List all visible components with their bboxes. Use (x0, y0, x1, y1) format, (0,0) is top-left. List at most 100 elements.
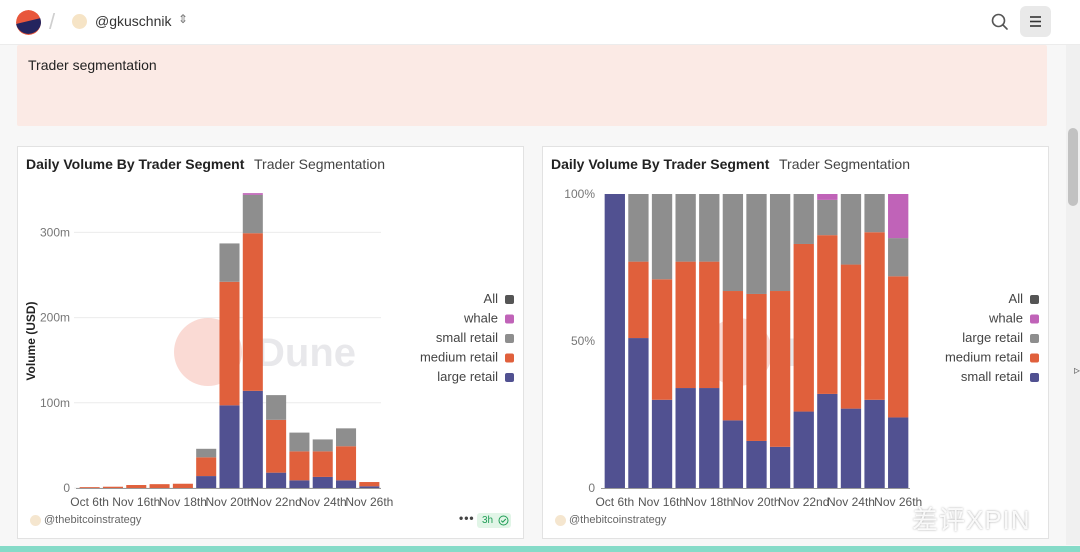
y-tick-label: 100m (40, 396, 70, 410)
x-tick-label: Nov 24th (827, 495, 875, 509)
bar-segment (359, 486, 380, 488)
x-tick-label: Nov 20th (732, 495, 780, 509)
chart-title: Daily Volume By Trader Segment (551, 156, 770, 172)
bar-segment (312, 451, 333, 477)
bar-segment (219, 405, 240, 488)
check-circle-icon (498, 515, 509, 526)
bar-segment (840, 408, 862, 488)
dune-watermark-logo: Dune (174, 318, 356, 386)
username-switcher-label[interactable]: @gkuschnik (95, 13, 172, 29)
bar-segment (102, 486, 123, 488)
bar-segment (266, 419, 287, 473)
bar-segment (289, 451, 310, 481)
legend-label: whale (463, 311, 498, 326)
legend-label: small retail (436, 330, 498, 345)
bar-segment (266, 395, 287, 420)
bar-segment (628, 261, 649, 339)
author-handle[interactable]: @thebitcoinstrategy (44, 514, 142, 526)
author-avatar (555, 515, 566, 526)
user-avatar[interactable] (72, 14, 87, 29)
y-tick-label: 50% (571, 334, 595, 348)
legend-label: All (1009, 291, 1024, 306)
x-tick-label: Nov 22nd (778, 495, 829, 509)
legend-label: medium retail (945, 350, 1023, 365)
bar-segment (242, 390, 263, 488)
x-tick-label: Nov 20th (205, 495, 253, 509)
bar-segment (817, 199, 838, 236)
bottom-accent-strip (0, 546, 1080, 552)
bar-segment (336, 480, 357, 488)
page-scrollbar-track[interactable] (1066, 45, 1080, 545)
bar-segment (746, 194, 767, 294)
author-handle[interactable]: @thebitcoinstrategy (569, 514, 667, 526)
legend-swatch (1030, 314, 1039, 324)
bar-segment (651, 399, 673, 488)
bar-segment (219, 281, 240, 406)
x-tick-label: Nov 18th (685, 495, 733, 509)
bar-segment (793, 194, 814, 244)
bar-segment (769, 291, 791, 447)
legend-label: small retail (961, 369, 1023, 384)
y-tick-label: 0 (588, 481, 595, 495)
bar-segment (817, 393, 838, 488)
bar-segment (242, 233, 263, 391)
bar-segment (888, 276, 909, 418)
bar-segment (359, 482, 380, 487)
search-button[interactable] (986, 8, 1014, 36)
chevron-updown-icon[interactable]: ⇕ (178, 12, 189, 26)
bar-segment (289, 432, 310, 452)
menu-button[interactable] (1020, 6, 1051, 37)
refresh-age-badge[interactable]: 3h (477, 513, 511, 528)
bar-segment (312, 439, 333, 452)
bar-segment (126, 485, 147, 488)
bar-segment (628, 338, 649, 488)
bar-segment (651, 279, 673, 400)
bar-segment (699, 194, 720, 262)
legend-label: large retail (437, 369, 498, 384)
x-tick-label: Nov 16th (638, 495, 686, 509)
text-widget-banner: Trader segmentation (17, 45, 1047, 126)
x-tick-label: Nov 24th (299, 495, 347, 509)
legend-label: medium retail (420, 350, 498, 365)
bar-segment (699, 388, 720, 488)
legend-label: large retail (962, 330, 1023, 345)
x-tick-label: Oct 6th (70, 495, 109, 509)
x-tick-label: Oct 6th (595, 495, 634, 509)
legend-label: whale (988, 311, 1023, 326)
bar-segment (746, 440, 767, 488)
legend-swatch (505, 353, 514, 363)
bar-segment (769, 446, 791, 488)
legend-swatch (1030, 295, 1039, 304)
bar-segment (675, 261, 696, 389)
legend-label: All (484, 291, 499, 306)
watermark-text-dune: Dune (256, 331, 356, 375)
bar-segment (793, 243, 814, 412)
bar-segment (196, 448, 217, 458)
legend-swatch (505, 295, 514, 304)
bar-segment (793, 411, 814, 488)
legend-swatch (1030, 334, 1039, 343)
dune-logo-icon[interactable] (16, 10, 41, 35)
y-tick-label: 100% (564, 187, 595, 201)
chart-title: Daily Volume By Trader Segment (26, 156, 245, 172)
bar-segment (864, 194, 885, 233)
bar-segment (840, 264, 862, 409)
bar-segment (312, 476, 333, 488)
chart-subtitle[interactable]: Trader Segmentation (254, 156, 385, 172)
legend-swatch (1030, 373, 1039, 382)
chart-subtitle[interactable]: Trader Segmentation (779, 156, 910, 172)
x-tick-label: Nov 18th (159, 495, 207, 509)
bar-segment (817, 235, 838, 394)
bar-segment (149, 484, 170, 488)
x-tick-label: Nov 26th (345, 495, 393, 509)
y-tick-label: 200m (40, 311, 70, 325)
bar-segment (79, 487, 100, 488)
chart-panel-volume: 0 100m 200m 300m Dune Oct 6th Nov 16th Nov 18th… (17, 146, 524, 539)
y-axis-label: Volume (USD) (24, 301, 38, 380)
legend-swatch (505, 314, 514, 324)
bar-segment (722, 291, 744, 421)
more-options-button[interactable]: ••• (459, 511, 475, 525)
page-scrollbar-thumb[interactable] (1068, 128, 1078, 206)
